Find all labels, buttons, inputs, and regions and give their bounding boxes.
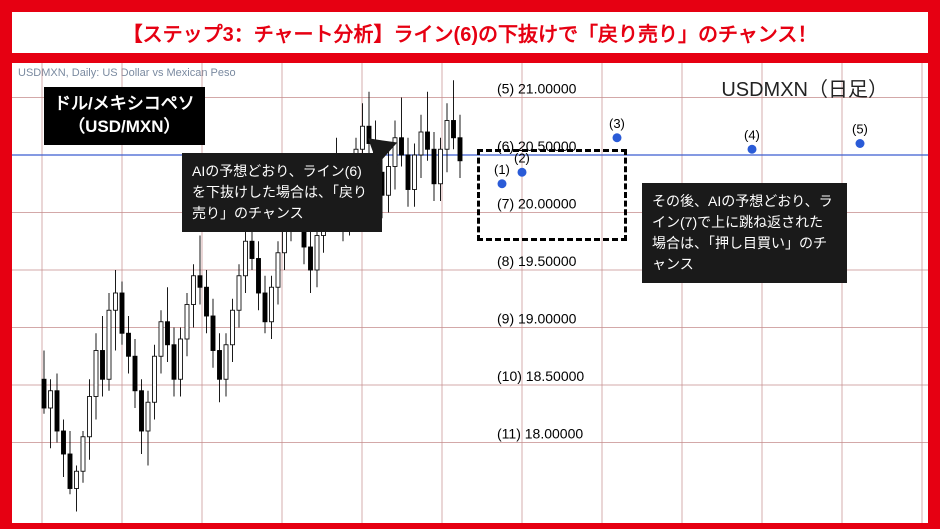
pair-label-line2: （USD/MXN） [54, 116, 195, 139]
svg-text:(5): (5) [852, 122, 868, 137]
svg-text:(11) 18.00000: (11) 18.00000 [497, 426, 583, 442]
svg-text:(9) 19.00000: (9) 19.00000 [497, 311, 577, 327]
annotation-2-text: その後、AIの予想どおり、ライン(7)で上に跳ね返された場合は、「押し目買い」の… [652, 193, 833, 272]
chart-area: USDMXN, Daily: US Dollar vs Mexican Peso… [12, 63, 928, 523]
title-bar: 【ステップ3：チャート分析】ライン(6)の下抜けで「戻り売り」のチャンス！ [12, 12, 928, 53]
title-text: 【ステップ3：チャート分析】ライン(6)の下抜けで「戻り売り」のチャンス！ [123, 24, 818, 46]
annotation-box-2: その後、AIの予想どおり、ライン(7)で上に跳ね返された場合は、「押し目買い」の… [642, 183, 847, 283]
svg-text:(4): (4) [744, 127, 760, 142]
pair-label-box: ドル/メキシコペソ （USD/MXN） [44, 87, 205, 145]
svg-text:(5) 21.00000: (5) 21.00000 [497, 81, 577, 97]
svg-text:(3): (3) [609, 116, 625, 131]
pair-label-line1: ドル/メキシコペソ [54, 93, 195, 116]
highlight-dashed-box [477, 149, 627, 241]
outer-frame: 【ステップ3：チャート分析】ライン(6)の下抜けで「戻り売り」のチャンス！ US… [0, 0, 940, 529]
chart-corner-label: USDMXN（日足） [721, 73, 888, 102]
svg-text:(10) 18.50000: (10) 18.50000 [497, 368, 584, 384]
svg-text:(8) 19.50000: (8) 19.50000 [497, 253, 577, 269]
annotation-box-1: AIの予想どおり、ライン(6)を下抜けした場合は、「戻り売り」のチャンス [182, 153, 382, 232]
annotation-1-text: AIの予想どおり、ライン(6)を下抜けした場合は、「戻り売り」のチャンス [192, 163, 367, 221]
